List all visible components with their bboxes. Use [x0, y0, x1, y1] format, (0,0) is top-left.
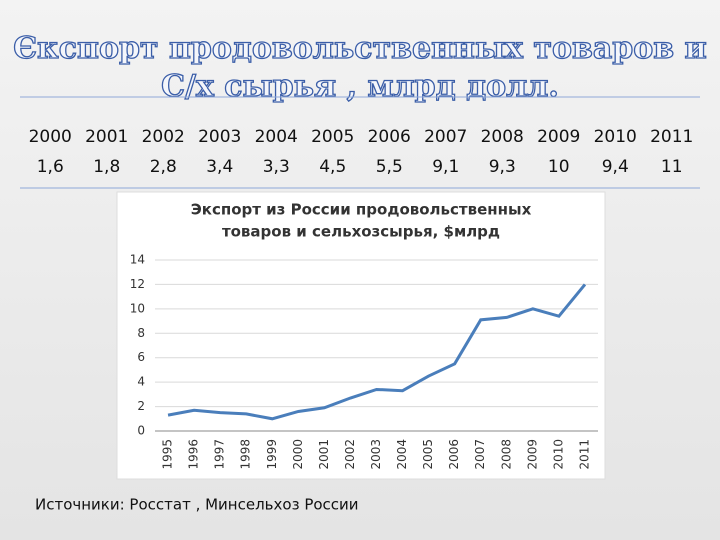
line-series: [167, 283, 587, 421]
table-cell: 9,4: [602, 157, 629, 177]
table-cell: 1,6: [37, 157, 64, 177]
table-cell: 4,5: [319, 157, 346, 177]
slide-title: С/х сырья , млрд долл.: [161, 69, 559, 104]
table-cell: 2006: [368, 127, 411, 147]
y-tick-label: 6: [137, 350, 145, 364]
table-cell: 2004: [255, 127, 298, 147]
table-cell: 2002: [142, 127, 185, 147]
table-cell: 2009: [537, 127, 580, 147]
x-tick-label: 1997: [213, 439, 227, 470]
y-tick-label: 0: [137, 424, 145, 438]
table-cell: 10: [548, 157, 570, 177]
x-tick-label: 2001: [317, 439, 331, 470]
x-tick-label: 2005: [421, 439, 435, 470]
x-tick-label: 1999: [265, 439, 279, 470]
x-tick-label: 2007: [473, 439, 487, 470]
x-tick-label: 2006: [447, 439, 461, 470]
source: Источники: Росстат , Минсельхоз России: [35, 496, 359, 514]
x-tick-label: 1995: [161, 439, 175, 470]
y-tick-label: 4: [137, 375, 145, 389]
x-tick-label: 2004: [395, 439, 409, 470]
table-cell: 2,8: [150, 157, 177, 177]
x-tick-label: 1998: [239, 439, 253, 470]
table-cell: 2003: [198, 127, 241, 147]
y-tick-label: 8: [137, 326, 145, 340]
table-cell: 3,3: [263, 157, 290, 177]
table-cell: 2011: [650, 127, 693, 147]
x-tick-label: 2009: [525, 439, 539, 470]
y-tick-label: 14: [130, 253, 145, 267]
table-cell: 2001: [85, 127, 128, 147]
x-tick-label: 2010: [551, 439, 565, 470]
chart-title: товаров и сельхозсырья, $млрд: [222, 223, 500, 241]
table-cell: 2008: [481, 127, 524, 147]
y-tick-label: 10: [130, 301, 145, 315]
table-cell: 9,3: [489, 157, 516, 177]
table-cell: 2000: [29, 127, 72, 147]
table-cell: 2007: [424, 127, 467, 147]
table-cell: 9,1: [432, 157, 459, 177]
table-cell: 5,5: [376, 157, 403, 177]
x-tick-label: 1996: [187, 439, 201, 470]
table-cell: 11: [661, 157, 683, 177]
x-tick-label: 2000: [291, 439, 305, 470]
x-tick-label: 2003: [369, 439, 383, 470]
x-tick-label: 2008: [499, 439, 513, 470]
y-tick-label: 12: [130, 277, 145, 291]
table-cell: 2005: [311, 127, 354, 147]
slide-title: Єкспорт продовольственных товаров и: [13, 31, 707, 66]
x-tick-label: 2011: [577, 439, 591, 470]
table-cell: 3,4: [206, 157, 233, 177]
table-cell: 2010: [594, 127, 637, 147]
y-tick-label: 2: [137, 399, 145, 413]
table-cell: 1,8: [93, 157, 120, 177]
chart-title: Экспорт из России продовольственных: [191, 201, 532, 219]
x-tick-label: 2002: [343, 439, 357, 470]
